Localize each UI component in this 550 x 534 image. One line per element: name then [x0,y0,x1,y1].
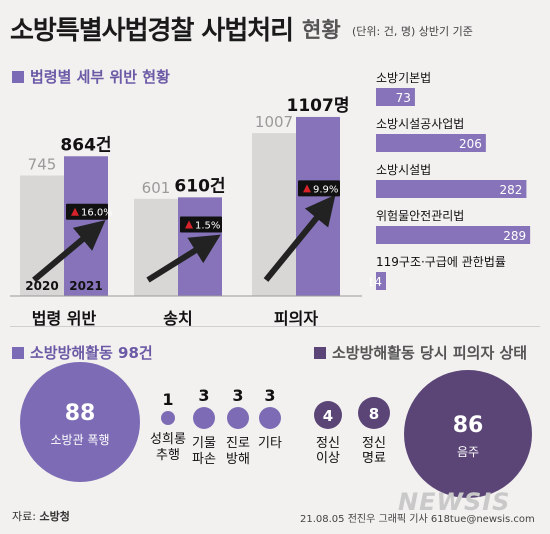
bubble-value: 3 [198,386,209,405]
bubble-value: 8 [369,405,379,423]
bubble [404,370,532,498]
change-label: 1.5% [195,221,220,232]
law-bar [376,134,486,152]
bubble-label: 진로 [226,436,250,451]
bubble-value: 4 [323,407,333,425]
law-value: 289 [503,229,526,243]
up-triangle-icon [71,207,79,216]
source: 자료: 소방청 [12,510,70,523]
year-label-2021: 2021 [69,279,102,293]
law-label: 소방시설법 [376,163,431,177]
change-label: 9.9% [313,184,338,195]
bubble-label: 추행 [156,447,180,463]
bubble-value: 88 [65,401,96,426]
bubble-label: 음주 [457,445,479,459]
category-label: 피의자 [274,309,318,328]
law-label: 위험물안전관리법 [376,209,464,223]
category-label: 법령 위반 [32,309,97,328]
unit-note: (단위: 건, 명) 상반기 기준 [352,25,473,38]
bubble-label: 기타 [258,436,282,451]
value-label-2021: 1107명 [287,96,350,116]
up-triangle-icon [185,220,193,229]
bubble [227,407,249,429]
value-label-2021: 610건 [174,176,225,196]
obstruction-section-title: 소방방해활동 98건 [12,342,153,363]
bubble [20,362,140,482]
law-label: 119구조·구급에 관한법률 [376,255,506,269]
change-label: 16.0% [81,208,113,219]
square-icon [12,71,24,83]
bubble-label: 기물 [192,436,216,451]
law-bar [376,226,531,244]
bubble [314,401,342,429]
law-value: 282 [499,183,522,197]
divider [10,326,540,327]
violations-section-title: 법령별 세부 위반 현황 [12,66,170,87]
bubble-label: 성희롱 [150,432,186,447]
suspect-section-title: 소방방해활동 당시 피의자 상태 [314,342,527,363]
bubble [259,407,281,429]
law-value: 14 [370,275,382,289]
bubble-value: 3 [232,386,243,405]
bar-2020 [134,198,178,296]
bar-2021 [64,156,108,296]
credit: 21.08.05 전진우 그래픽 기사 618tue@newsis.com [300,514,535,525]
page-title: 소방특별사법경찰 사법처리 [10,16,294,46]
law-bar [376,180,527,198]
bubble-label: 정신 [316,436,340,451]
bubble-label: 방해 [226,452,250,467]
bubble-value: 3 [264,386,275,405]
value-label-2020: 745 [28,156,57,174]
law-label: 소방기본법 [376,71,431,85]
bubble [161,411,175,425]
value-label-2021: 864건 [60,135,111,155]
year-label-2020: 2020 [25,279,58,293]
bubble [193,407,215,429]
bubble-label: 파손 [192,452,216,467]
value-label-2020: 601 [142,179,171,197]
bar-2021 [296,116,340,296]
laws-hbar-chart: 소방기본법 73 소방시설공사업법 206 소방시설법 282 위험물안전관리법 289 119… [370,71,531,290]
bubble-label: 명료 [362,451,386,466]
bubble-value: 86 [453,413,484,438]
page-subtitle: 현황 [302,18,341,42]
law-value: 73 [396,91,411,105]
bubble [358,397,390,429]
bar-2020 [20,175,64,296]
value-label-2020: 1007 [255,113,293,131]
trend-arrow [32,220,106,283]
up-triangle-icon [303,184,311,193]
square-icon [314,347,326,359]
square-icon [12,347,24,359]
bubble-label: 이상 [316,451,340,466]
trend-arrow [263,194,336,282]
law-bar [376,88,415,106]
law-value: 206 [459,137,482,151]
newsis-logo: NEWSIS [398,488,511,516]
category-label: 송치 [163,309,192,328]
bubble-value: 1 [162,390,173,409]
bubble-label: 소방관 폭행 [50,432,109,447]
law-label: 소방시설공사업법 [376,117,464,131]
trend-arrow [146,234,221,283]
bubble-label: 정신 [362,436,386,451]
law-bar [376,272,386,290]
